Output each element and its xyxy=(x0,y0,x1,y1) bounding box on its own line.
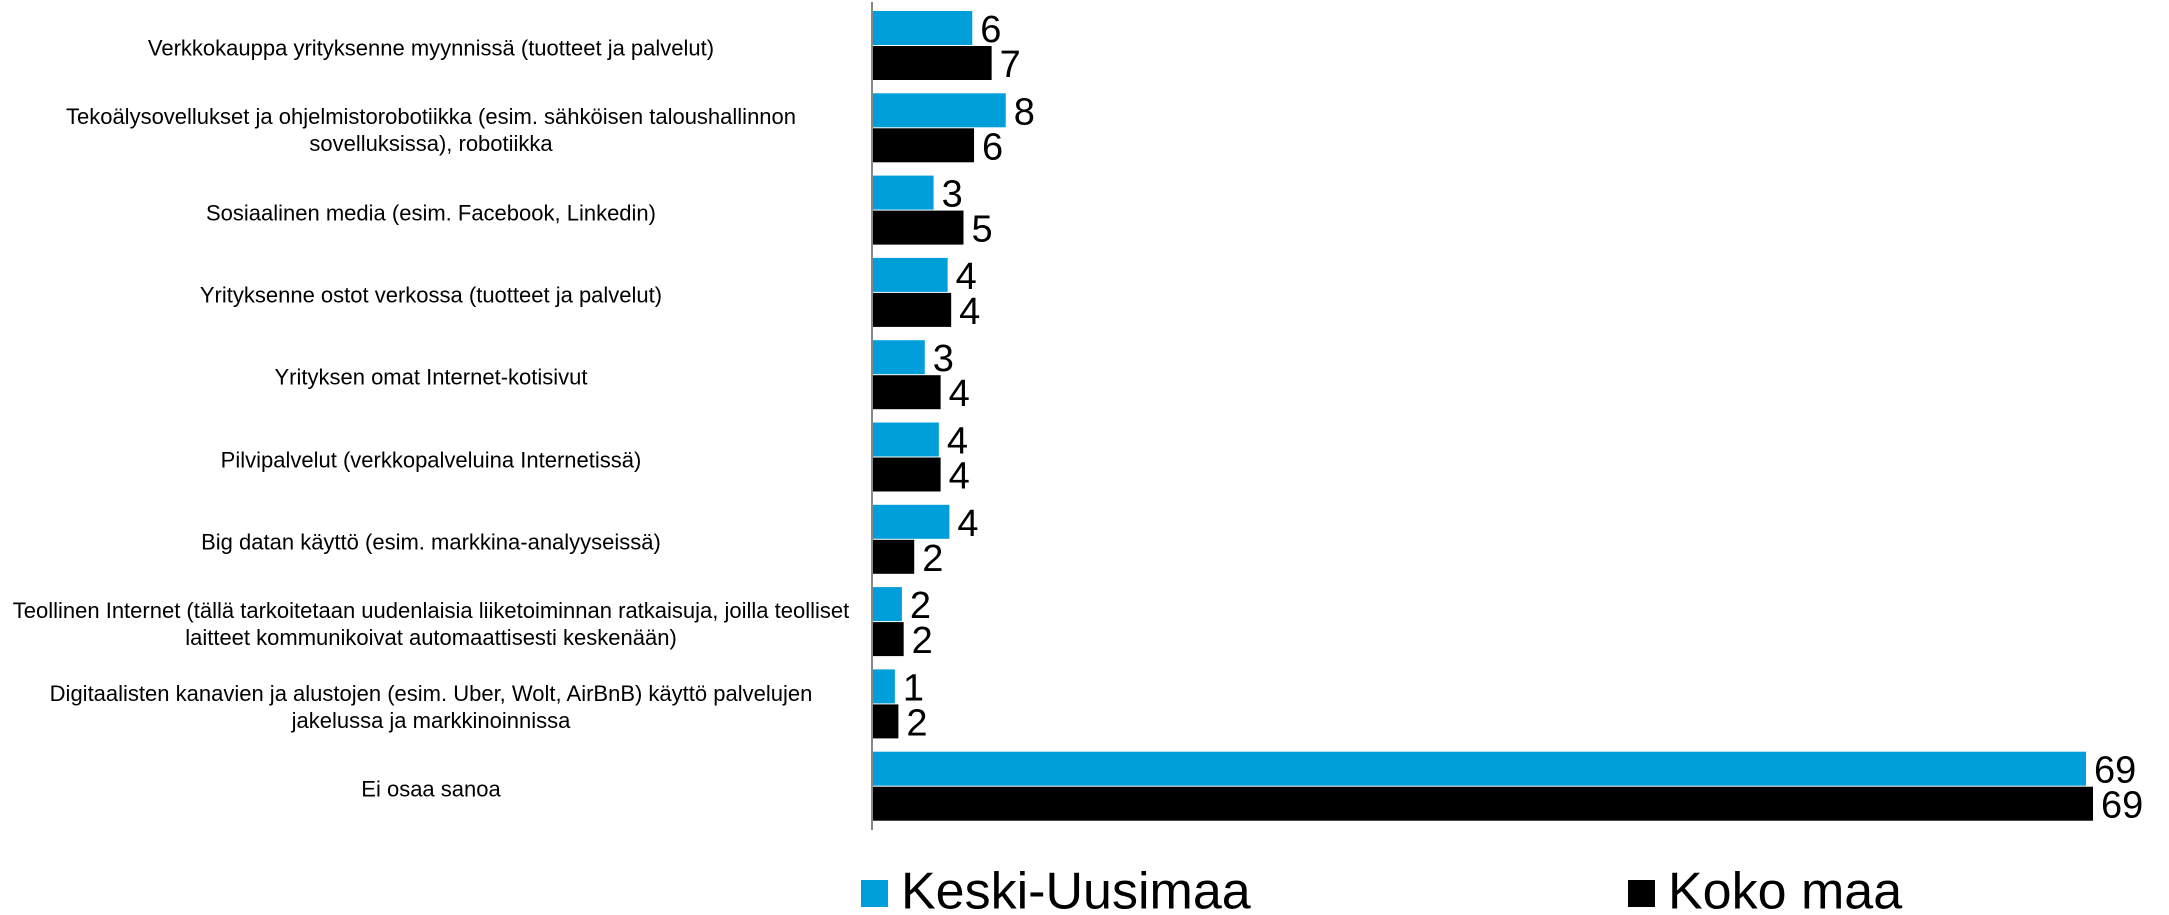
category-label: Yrityksen omat Internet-kotisivut xyxy=(274,364,588,390)
value-label: 69 xyxy=(2094,750,2136,792)
bar xyxy=(872,46,992,80)
category-label: Big datan käyttö (esim. markkina-analyys… xyxy=(201,529,661,555)
value-label: 4 xyxy=(949,456,970,498)
category-label: Yrityksenne ostot verkossa (tuotteet ja … xyxy=(199,282,663,308)
value-label: 4 xyxy=(957,503,978,545)
category-label: Tekoälysovellukset ja ohjelmistorobotiik… xyxy=(65,104,797,157)
category-label: Verkkokauppa yrityksenne myynnissä (tuot… xyxy=(147,35,715,61)
bar xyxy=(872,375,941,410)
value-label: 4 xyxy=(956,256,977,298)
value-label: 6 xyxy=(980,9,1001,51)
value-label: 7 xyxy=(1000,44,1021,86)
bar xyxy=(872,340,925,375)
legend-swatch xyxy=(861,880,888,907)
bar xyxy=(872,786,2093,821)
value-label: 5 xyxy=(971,209,992,251)
category-label: Sosiaalinen media (esim. Facebook, Linke… xyxy=(205,200,656,226)
value-label: 2 xyxy=(906,702,927,744)
value-label: 8 xyxy=(1014,91,1035,133)
category-label: Ei osaa sanoa xyxy=(361,776,501,802)
bar xyxy=(872,11,973,45)
value-label: 4 xyxy=(959,291,980,333)
value-label: 1 xyxy=(903,667,924,709)
bar xyxy=(872,292,952,327)
bar xyxy=(872,622,904,657)
bar xyxy=(872,93,1006,128)
legend-swatch xyxy=(1628,880,1655,907)
bar xyxy=(872,587,902,622)
bar xyxy=(872,128,975,163)
value-label: 4 xyxy=(947,421,968,463)
category-label: Pilvipalvelut (verkkopalveluina Internet… xyxy=(220,447,642,473)
bar xyxy=(872,751,2086,786)
bar xyxy=(872,175,934,210)
bar xyxy=(872,669,895,704)
value-label: 69 xyxy=(2101,785,2143,827)
bar xyxy=(872,422,939,457)
value-label: 4 xyxy=(949,373,970,415)
bar xyxy=(872,257,948,292)
value-label: 2 xyxy=(910,585,931,627)
legend-label: Keski-Uusimaa xyxy=(901,863,1251,915)
value-label: 3 xyxy=(933,338,954,380)
value-label: 6 xyxy=(982,126,1003,168)
legend-label: Koko maa xyxy=(1668,863,1902,915)
value-label: 3 xyxy=(942,174,963,216)
bar xyxy=(872,539,915,574)
bar xyxy=(872,457,941,492)
value-label: 2 xyxy=(912,620,933,662)
category-label: Teollinen Internet (tällä tarkoitetaan u… xyxy=(12,598,850,651)
bar xyxy=(872,504,950,539)
value-label: 2 xyxy=(922,538,943,580)
bar xyxy=(872,210,964,245)
bar xyxy=(872,704,899,739)
category-label: Digitaalisten kanavien ja alustojen (esi… xyxy=(49,680,813,733)
